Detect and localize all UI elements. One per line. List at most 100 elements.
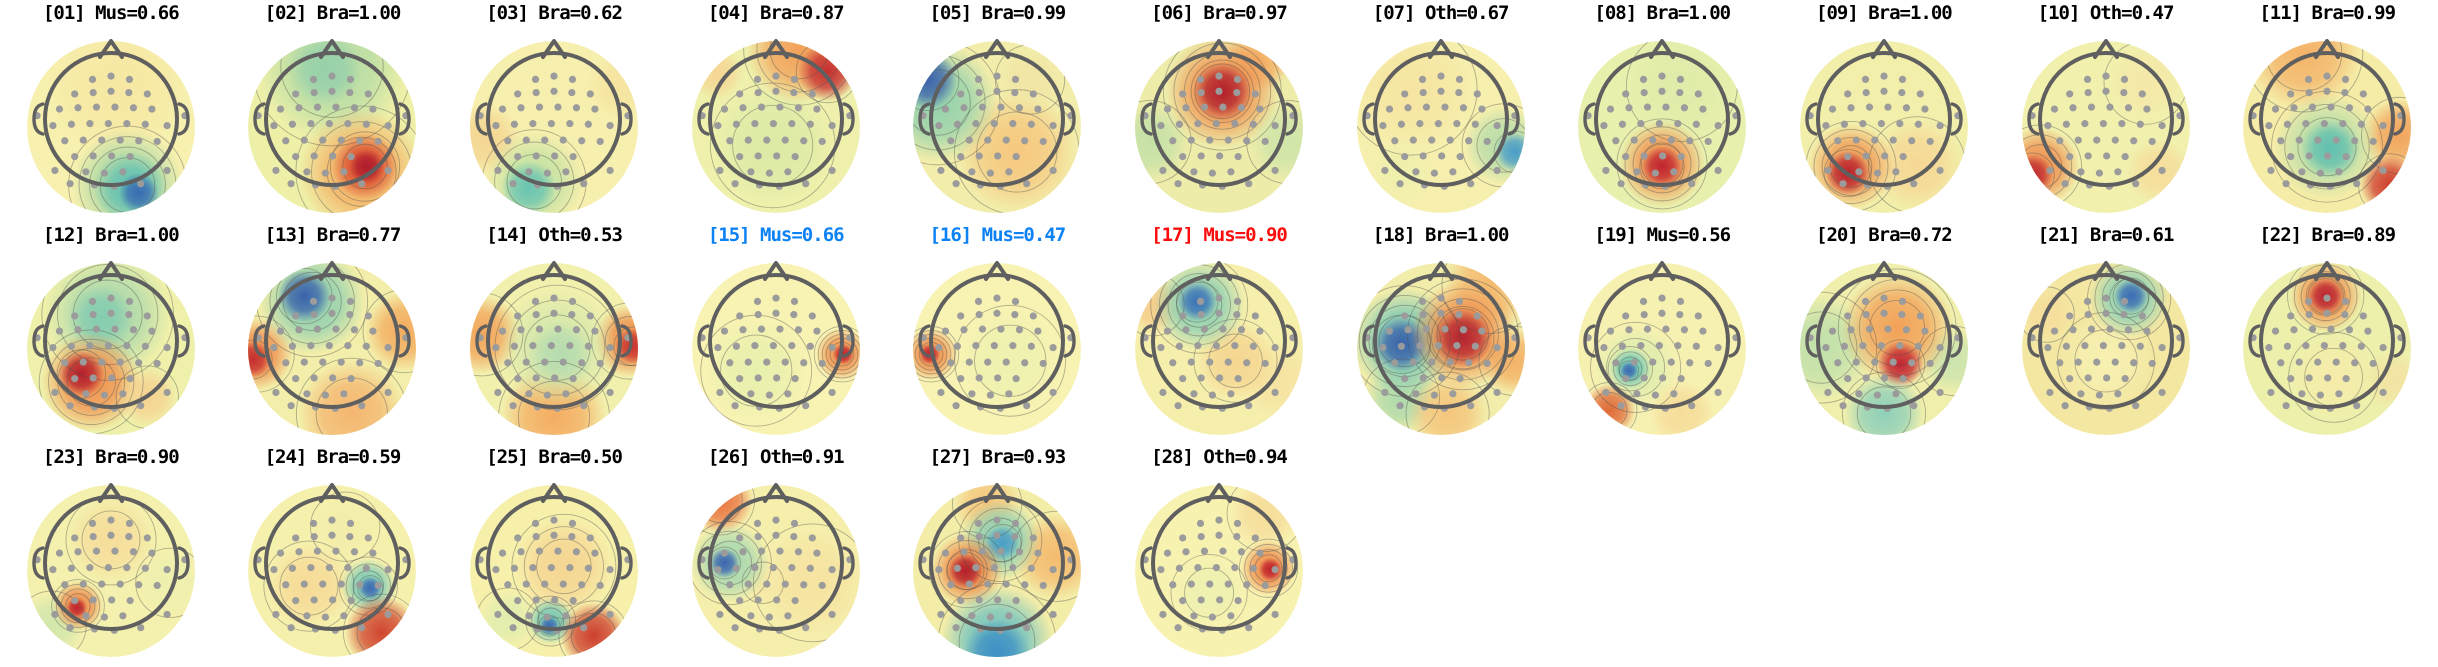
- topomap-svg: [2021, 38, 2190, 213]
- electrode-dots: [254, 72, 410, 190]
- topomap-box: [7, 471, 215, 666]
- head-outline: [697, 260, 855, 409]
- component-cell-18: [18] Bra=1.00: [1330, 222, 1552, 444]
- topomap-box: [2002, 249, 2210, 444]
- topomap-box: [7, 249, 215, 444]
- component-title: [05] Bra=0.99: [929, 2, 1066, 24]
- electrode-dots: [1363, 294, 1519, 412]
- topomap-svg: [2243, 260, 2412, 435]
- head-outline: [697, 38, 855, 187]
- topomap-svg: [691, 482, 860, 657]
- topomap-svg: [2243, 38, 2412, 213]
- electrode-dots: [698, 72, 854, 190]
- head-outline: [32, 38, 190, 187]
- topomap-box: [1558, 27, 1766, 222]
- topomap-box: [7, 27, 215, 222]
- topomap-svg: [1356, 38, 1525, 213]
- component-cell-16: [16] Mus=0.47: [887, 222, 1109, 444]
- topomap-box: [2223, 249, 2431, 444]
- head-outline: [918, 260, 1077, 409]
- head-outline: [1805, 38, 1963, 187]
- electrode-dots: [1363, 72, 1519, 190]
- electrode-dots: [1806, 72, 1962, 190]
- topomap-svg: [1134, 482, 1303, 657]
- topomap-box: [228, 249, 436, 444]
- head-outline: [2248, 38, 2406, 187]
- component-title: [02] Bra=1.00: [264, 2, 402, 24]
- topomap-box: [450, 249, 658, 444]
- component-cell-17: [17] Mus=0.90: [1108, 222, 1330, 444]
- head-outline: [1805, 260, 1963, 409]
- topomap-svg: [26, 260, 195, 435]
- component-title: [01] Mus=0.66: [42, 2, 180, 24]
- topomap-svg: [2021, 260, 2190, 435]
- head-outline: [1583, 260, 1741, 409]
- head-outline: [1140, 260, 1298, 409]
- electrode-dots: [919, 72, 1075, 190]
- component-cell-15: [15] Mus=0.66: [665, 222, 887, 444]
- component-title: [14] Oth=0.53: [486, 224, 623, 246]
- head-outline: [1140, 38, 1298, 187]
- component-cell-13: [13] Bra=0.77: [222, 222, 444, 444]
- head-outline: [253, 260, 412, 409]
- topomap-svg: [470, 38, 639, 213]
- component-cell-22: [22] Bra=0.89: [2216, 222, 2438, 444]
- topomap-svg: [248, 482, 417, 657]
- scalp-field: [470, 484, 639, 657]
- topomap-box: [1780, 27, 1988, 222]
- component-title: [09] Bra=1.00: [1816, 2, 1953, 24]
- topomap-svg: [1134, 260, 1303, 435]
- component-cell-28: [28] Oth=0.94: [1108, 444, 1330, 666]
- component-cell-21: [21] Bra=0.61: [1995, 222, 2217, 444]
- electrode-dots: [919, 294, 1075, 412]
- topomap-svg: [913, 38, 1082, 213]
- component-title: [21] Bra=0.61: [2037, 224, 2175, 246]
- head-outline: [475, 482, 633, 631]
- component-cell-10: [10] Oth=0.47: [1995, 0, 2217, 222]
- component-cell-24: [24] Bra=0.59: [222, 444, 444, 666]
- topomap-svg: [26, 482, 195, 657]
- component-cell-05: [05] Bra=0.99: [887, 0, 1109, 222]
- head-outline: [2248, 260, 2406, 409]
- topomap-box: [228, 471, 436, 666]
- topomap-svg: [1356, 260, 1525, 435]
- component-cell-12: [12] Bra=1.00: [0, 222, 222, 444]
- component-cell-03: [03] Bra=0.62: [443, 0, 665, 222]
- component-title: [22] Bra=0.89: [2259, 224, 2396, 246]
- component-title: [06] Bra=0.97: [1151, 2, 1288, 24]
- topomap-svg: [1134, 38, 1303, 213]
- component-cell-23: [23] Bra=0.90: [0, 444, 222, 666]
- electrode-dots: [1141, 516, 1297, 634]
- head-outline: [697, 482, 855, 631]
- topomap-box: [450, 471, 658, 666]
- head-outline: [253, 38, 412, 187]
- component-cell-11: [11] Bra=0.99: [2216, 0, 2438, 222]
- scalp-field: [1578, 262, 1747, 435]
- electrode-dots: [2028, 294, 2184, 412]
- topomap-svg: [1799, 260, 1968, 435]
- component-cell-14: [14] Oth=0.53: [443, 222, 665, 444]
- component-title: [23] Bra=0.90: [42, 446, 180, 468]
- head-outline: [918, 38, 1077, 187]
- head-outline: [2026, 260, 2185, 409]
- electrode-dots: [476, 294, 632, 412]
- component-title: [24] Bra=0.59: [264, 446, 402, 468]
- topomap-svg: [1578, 38, 1747, 213]
- head-outline: [2026, 38, 2185, 187]
- topomap-box: [450, 27, 658, 222]
- topomap-svg: [691, 38, 860, 213]
- component-title: [20] Bra=0.72: [1816, 224, 1953, 246]
- component-title: [17] Mus=0.90: [1151, 224, 1288, 246]
- component-title: [19] Mus=0.56: [1594, 224, 1731, 246]
- topomap-box: [1337, 27, 1545, 222]
- head-outline: [32, 260, 190, 409]
- topomap-box: [672, 249, 880, 444]
- component-cell-25: [25] Bra=0.50: [443, 444, 665, 666]
- topomap-svg: [470, 482, 639, 657]
- topomap-box: [1337, 249, 1545, 444]
- topomap-box: [1558, 249, 1766, 444]
- component-title: [27] Bra=0.93: [929, 446, 1066, 468]
- component-cell-09: [09] Bra=1.00: [1773, 0, 1995, 222]
- topomap-svg: [691, 260, 860, 435]
- topomap-box: [893, 249, 1101, 444]
